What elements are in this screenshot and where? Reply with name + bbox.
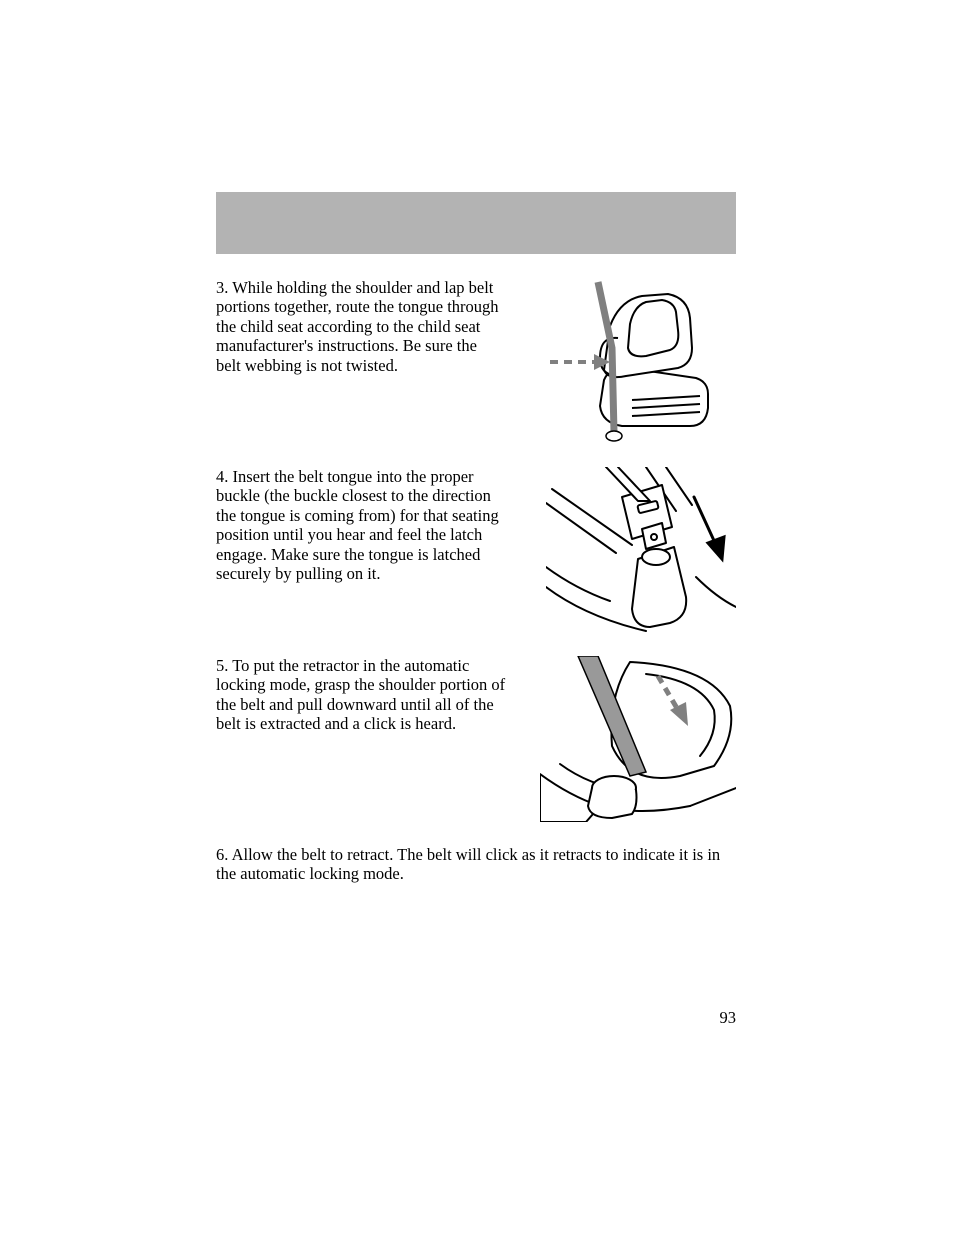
- step-text: 5. To put the retractor in the automatic…: [216, 656, 508, 734]
- instruction-step: 5. To put the retractor in the automatic…: [216, 656, 736, 827]
- step-text: 6. Allow the belt to retract. The belt w…: [216, 845, 736, 884]
- instruction-step: 3. While holding the shoulder and lap be…: [216, 278, 736, 449]
- instruction-step: 6. Allow the belt to retract. The belt w…: [216, 845, 736, 884]
- page-content: 3. While holding the shoulder and lap be…: [216, 192, 736, 902]
- retractor-pull-down-illustration: [540, 656, 736, 827]
- step-text: 4. Insert the belt tongue into the prope…: [216, 467, 508, 584]
- header-bar: [216, 192, 736, 254]
- page-number: 93: [720, 1008, 737, 1028]
- buckle-insert-tongue-illustration: [546, 467, 736, 638]
- instruction-step: 4. Insert the belt tongue into the prope…: [216, 467, 736, 638]
- child-seat-route-belt-illustration: [550, 278, 736, 449]
- step-text: 3. While holding the shoulder and lap be…: [216, 278, 504, 375]
